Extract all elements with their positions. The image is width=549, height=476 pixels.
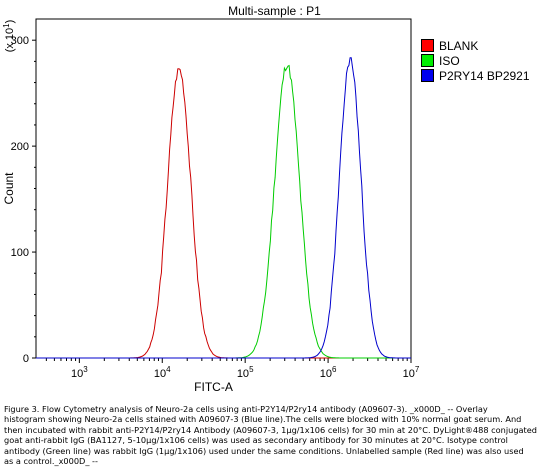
y-multiplier-base: (x 10 [4, 28, 16, 52]
y-multiplier-exponent: 1 [2, 23, 11, 28]
x-tick-exponent: 4 [166, 365, 171, 374]
x-tick-label: 104 [154, 365, 171, 380]
x-tick-base: 10 [320, 368, 332, 380]
y-axis-label: Count [2, 172, 16, 205]
x-tick-base: 10 [403, 368, 415, 380]
y-tick-label: 0 [23, 353, 29, 365]
legend-label-blank: BLANK [439, 39, 479, 53]
x-tick-exponent: 6 [332, 365, 337, 374]
caption-line: antibody (Green line) was rabbit IgG (1μ… [4, 445, 524, 456]
series-line-0 [36, 68, 411, 359]
legend-label-p2ry14: P2RY14 BP2921 [439, 69, 530, 83]
histogram-curves [36, 57, 411, 359]
y-multiplier-close: ) [4, 20, 16, 24]
series-line-2 [36, 57, 411, 359]
x-axis-label: FITC-A [194, 380, 233, 394]
caption-line: histogram showing Neuro-2a cells stained… [4, 414, 522, 425]
figure-caption: Figure 3. Flow Cytometry analysis of Neu… [4, 404, 544, 466]
x-tick-label: 106 [320, 365, 337, 380]
y-tick-label: 100 [11, 247, 29, 259]
x-tick-exponent: 3 [83, 365, 88, 374]
legend-swatch-blank [421, 39, 434, 52]
x-tick-base: 10 [71, 368, 83, 380]
legend-swatch-iso [421, 54, 434, 67]
legend-label-iso: ISO [439, 54, 460, 68]
x-tick-label: 103 [71, 365, 88, 380]
caption-line: goat anti-rabbit IgG (BA1127, 5-10μg/1x1… [4, 435, 508, 446]
y-tick-label: 300 [11, 35, 29, 47]
legend-item-p2ry14: P2RY14 BP2921 [421, 69, 530, 84]
x-tick-base: 10 [237, 368, 249, 380]
legend: BLANK ISO P2RY14 BP2921 [421, 39, 530, 84]
caption-line: Figure 3. Flow Cytometry analysis of Neu… [4, 404, 488, 414]
x-tick-exponent: 5 [249, 365, 254, 374]
caption-line: then incubated with rabbit anti-P2Y14/P2… [4, 424, 537, 435]
series-line-1 [36, 64, 411, 359]
y-multiplier-label: (x 101) [2, 20, 16, 53]
plot-frame [35, 18, 412, 359]
x-tick-label: 105 [237, 365, 254, 380]
legend-item-iso: ISO [421, 54, 530, 69]
x-tick-exponent: 7 [415, 365, 420, 374]
chart-title: Multi-sample : P1 [228, 4, 321, 18]
caption-line: as a control._x000D_ -- [4, 456, 98, 467]
x-tick-label: 107 [403, 365, 420, 380]
legend-swatch-p2ry14 [421, 69, 434, 82]
y-tick-label: 200 [11, 141, 29, 153]
legend-item-blank: BLANK [421, 39, 530, 54]
x-tick-base: 10 [154, 368, 166, 380]
